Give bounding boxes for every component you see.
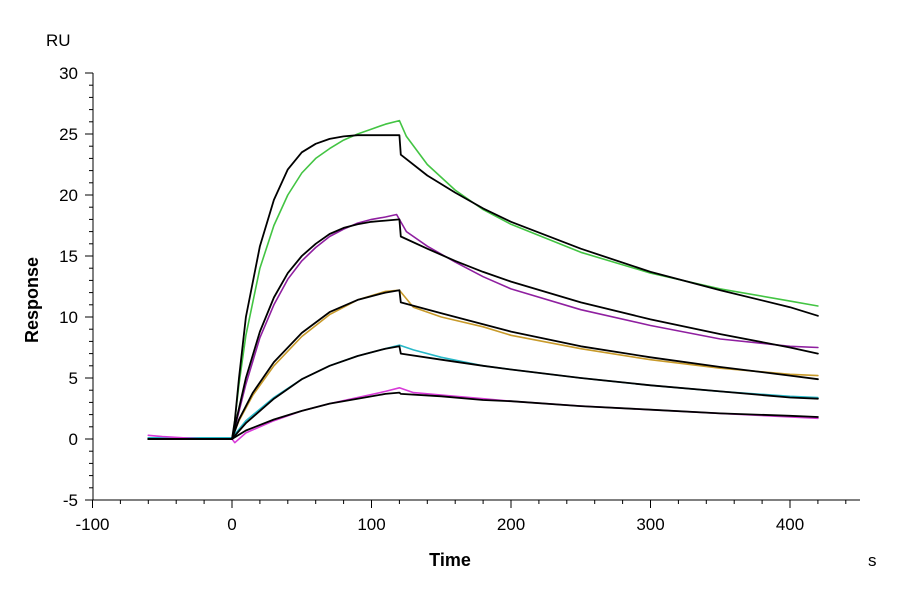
x-axis-title: Time (429, 550, 471, 570)
measured-curve (147, 289, 819, 439)
x-tick-label: 400 (776, 515, 804, 534)
chart-axes (92, 73, 860, 501)
series-layer (147, 119, 819, 444)
fit-curve (147, 345, 819, 440)
x-tick-label: 100 (357, 515, 385, 534)
y-unit-label: RU (46, 31, 71, 50)
measured-curve (147, 213, 819, 440)
y-tick-label: 0 (69, 430, 78, 449)
x-unit-label: s (868, 551, 877, 570)
measured-curve (147, 387, 819, 444)
measured-curve (147, 119, 819, 439)
x-tick-label: 200 (497, 515, 525, 534)
x-tick-label: -100 (75, 515, 109, 534)
fit-curve (147, 218, 819, 440)
axis-ticks (85, 72, 847, 508)
y-axis-title: Response (22, 257, 42, 343)
x-tick-label: 300 (636, 515, 664, 534)
y-tick-label: -5 (63, 491, 78, 510)
y-tick-label: 5 (69, 369, 78, 388)
y-tick-label: 20 (59, 186, 78, 205)
axis-tick-labels: -5 0 5 10 15 20 25 30 -100 0 100 200 300 400 (59, 64, 804, 534)
fit-curve (147, 289, 819, 440)
y-tick-label: 25 (59, 125, 78, 144)
fit-curve (147, 134, 819, 440)
y-tick-label: 15 (59, 247, 78, 266)
y-tick-label: 10 (59, 308, 78, 327)
fit-curve (147, 391, 819, 440)
y-tick-label: 30 (59, 64, 78, 83)
x-tick-label: 0 (227, 515, 236, 534)
